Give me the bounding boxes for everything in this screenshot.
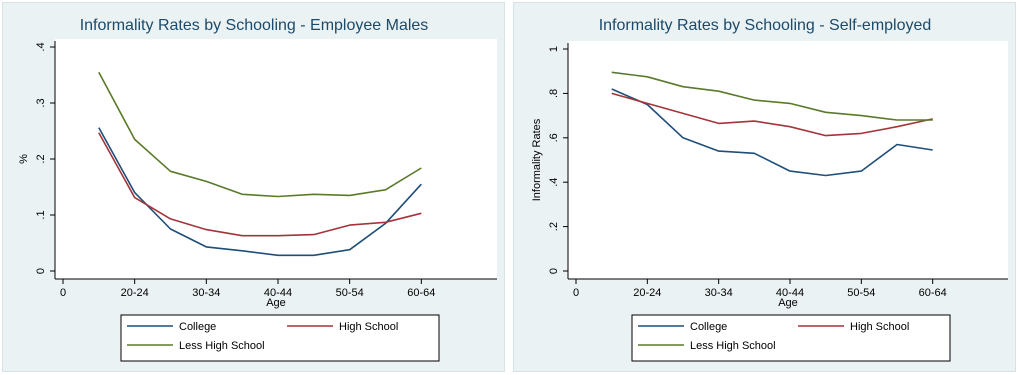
- x-tick-label: 30-34: [705, 287, 733, 299]
- x-axis-title: Age: [778, 297, 798, 309]
- legend-box: [631, 314, 951, 362]
- chart-title: Informality Rates by Schooling - Self-em…: [599, 17, 932, 34]
- legend-box: [120, 314, 440, 362]
- x-tick-label: 0: [573, 287, 579, 299]
- y-tick-label: .2: [548, 222, 560, 231]
- y-axis-title: %: [18, 154, 30, 164]
- legend-label-college: College: [690, 321, 727, 333]
- plot-area: [55, 39, 497, 279]
- series-line-less-high-school: [98, 71, 422, 198]
- x-tick-label: 50-54: [336, 287, 364, 299]
- y-tick-label: .8: [548, 89, 560, 98]
- series-line-high-school: [98, 132, 422, 237]
- series-line-college: [98, 127, 422, 257]
- x-tick-label: 30-34: [192, 287, 220, 299]
- chart-panel-self-employed: Informality Rates by Schooling - Self-em…: [513, 2, 1016, 372]
- chart-title: Informality Rates by Schooling - Employe…: [80, 17, 429, 34]
- series-line-less-high-school: [611, 71, 933, 121]
- x-tick-label: 0: [60, 287, 66, 299]
- y-tick-label: 1: [548, 46, 560, 52]
- x-tick-label: 50-54: [847, 287, 875, 299]
- legend-label-high-school: High School: [850, 321, 909, 333]
- y-axis-title: Informality Rates: [531, 118, 543, 201]
- chart-self-employed: Informality Rates by Schooling - Self-em…: [531, 17, 1008, 362]
- chart-panel-employee-males: Informality Rates by Schooling - Employe…: [2, 2, 505, 372]
- x-tick-label: 60-64: [919, 287, 947, 299]
- x-tick-label: 60-64: [407, 287, 435, 299]
- y-tick-label: 0: [548, 268, 560, 274]
- y-tick-label: .3: [35, 98, 47, 107]
- plot-area: [568, 41, 1008, 279]
- x-tick-label: 40-44: [264, 287, 292, 299]
- legend-label-college: College: [179, 321, 216, 333]
- x-tick-label: 20-24: [121, 287, 149, 299]
- x-tick-label: 40-44: [776, 287, 804, 299]
- y-tick-label: .6: [548, 133, 560, 142]
- y-tick-label: .4: [548, 178, 560, 187]
- y-tick-label: .2: [35, 154, 47, 163]
- x-tick-label: 20-24: [633, 287, 661, 299]
- series-line-college: [611, 88, 933, 177]
- x-axis-title: Age: [266, 297, 286, 309]
- y-tick-label: .4: [35, 42, 47, 51]
- y-tick-label: .1: [35, 210, 47, 219]
- series-line-high-school: [611, 92, 933, 137]
- legend-label-less-high-school: Less High School: [179, 340, 265, 352]
- legend-label-less-high-school: Less High School: [690, 340, 776, 352]
- chart-employee-males: Informality Rates by Schooling - Employe…: [18, 17, 497, 362]
- y-tick-label: 0: [35, 268, 47, 274]
- legend-label-high-school: High School: [339, 321, 398, 333]
